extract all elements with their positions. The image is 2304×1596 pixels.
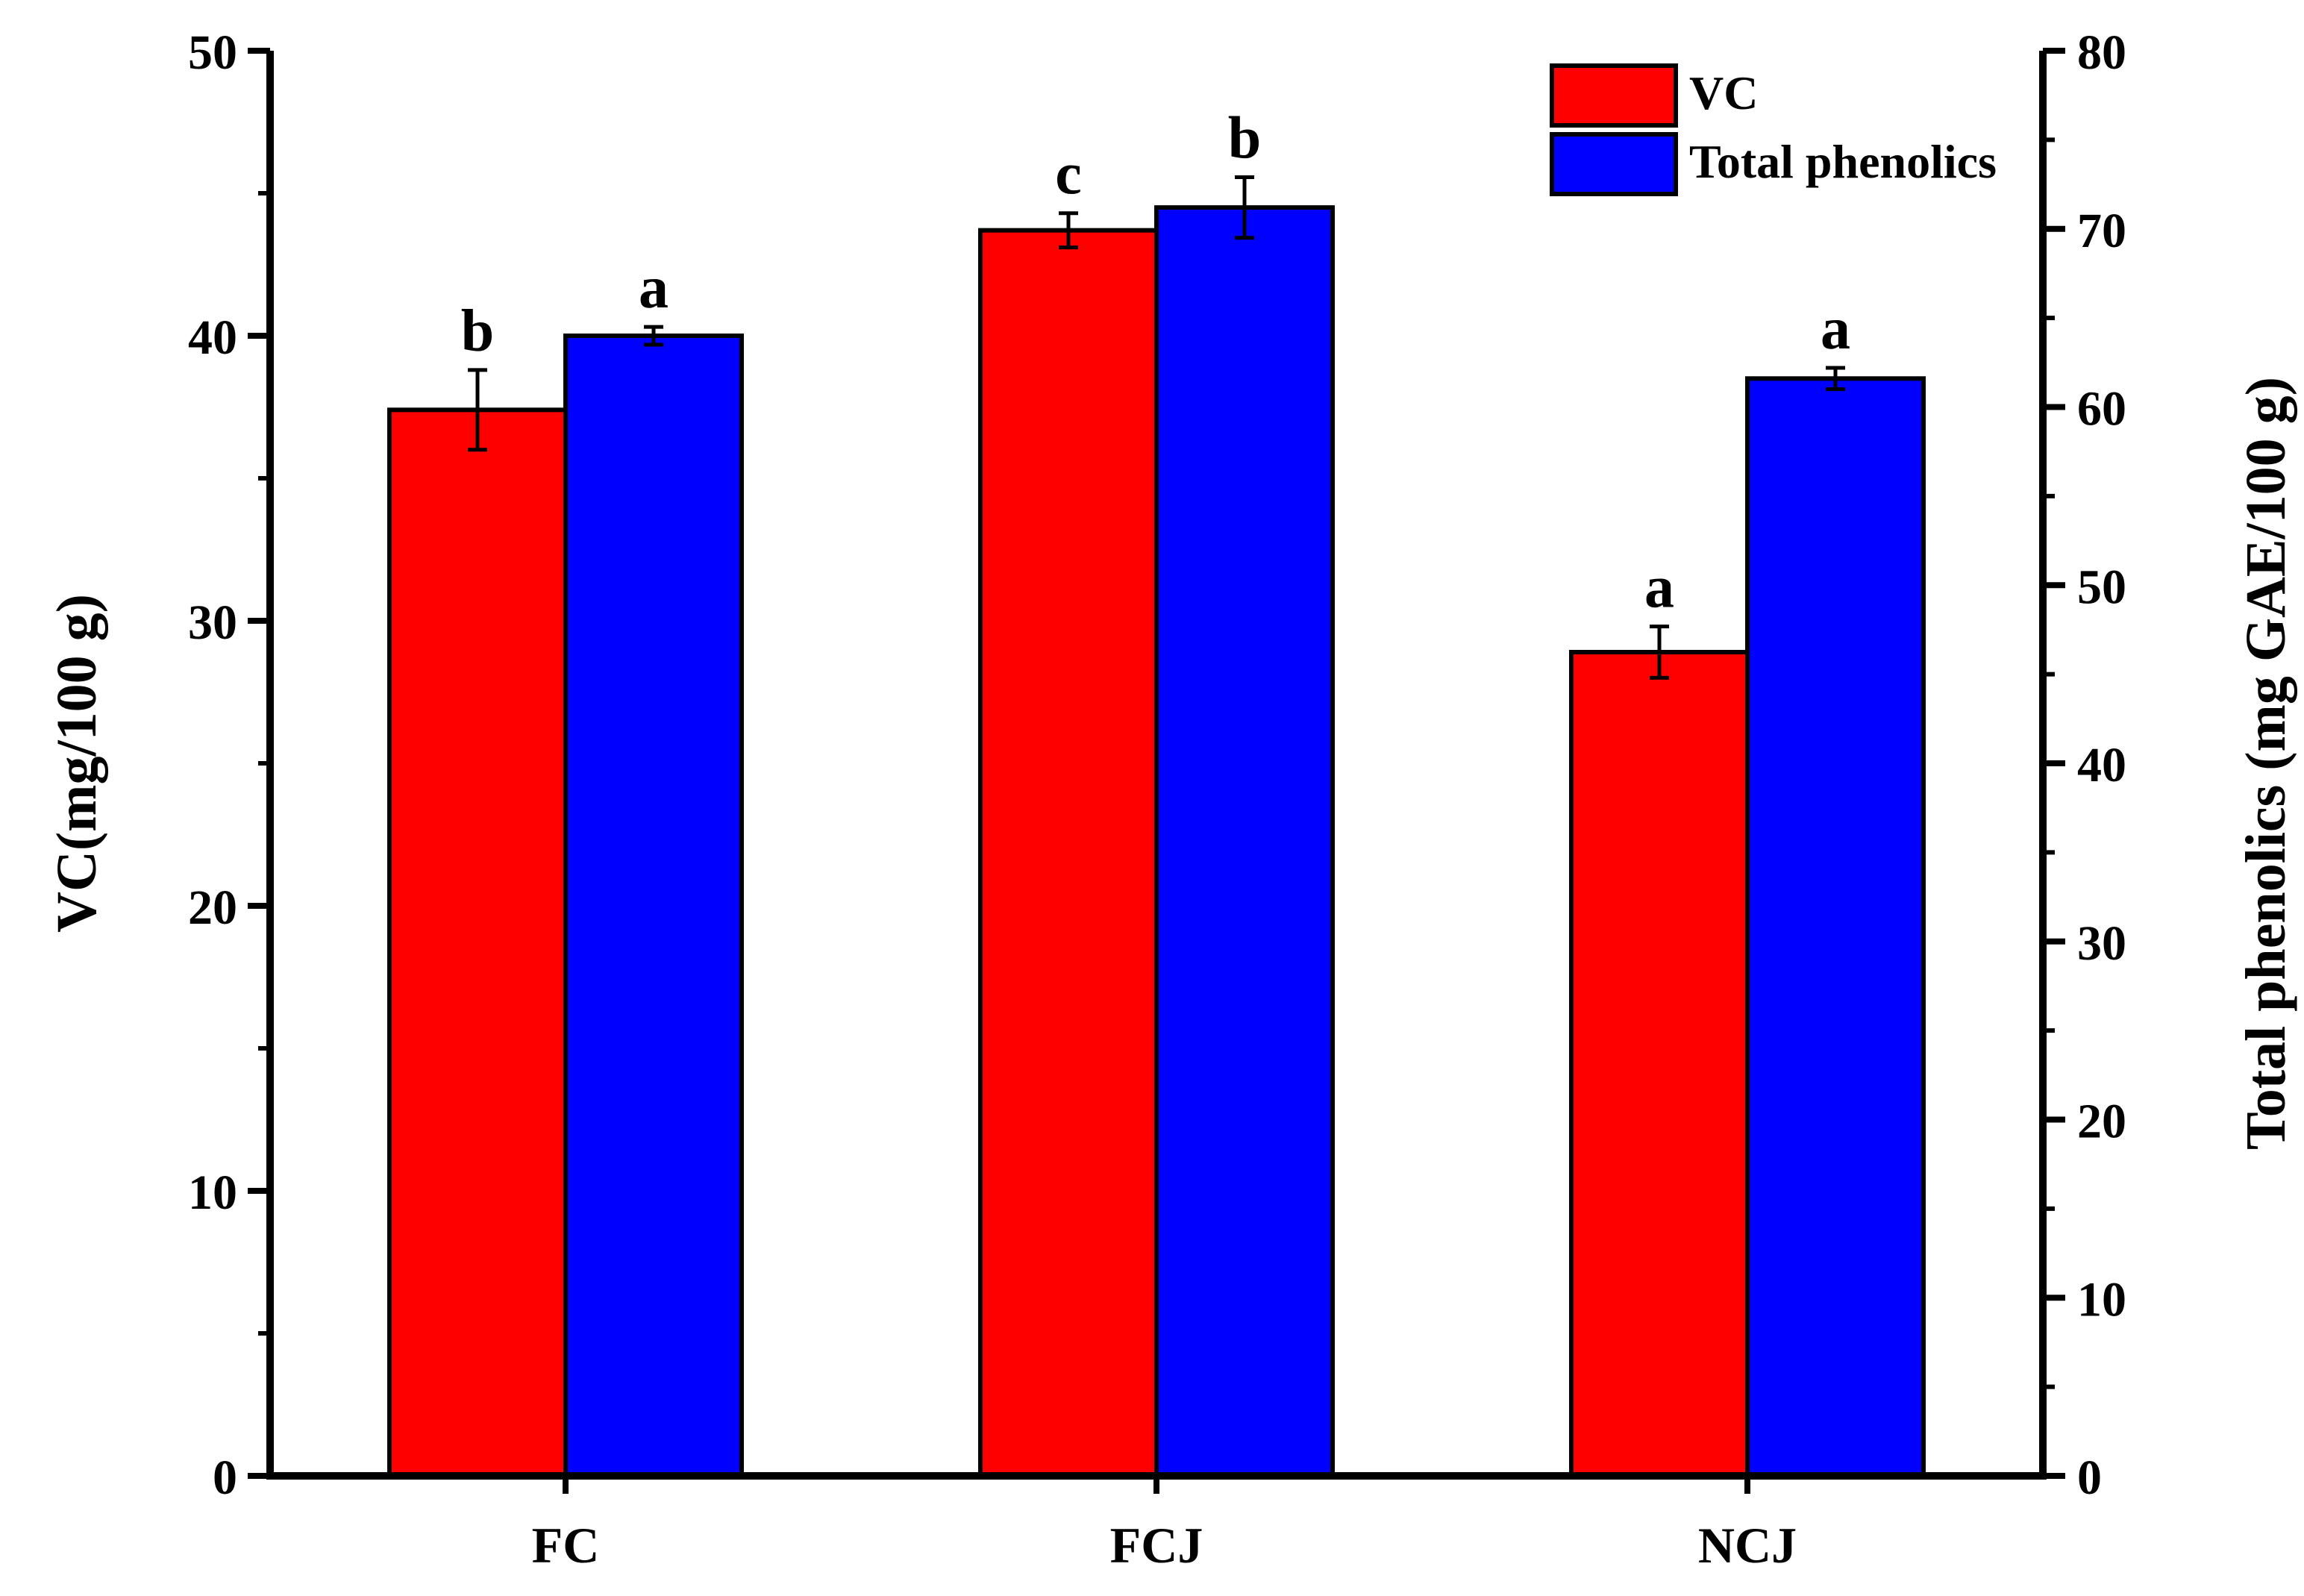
x-tick-label-fc: FC: [532, 1517, 600, 1574]
bar-vc-ncj: [1569, 650, 1750, 1478]
legend-swatch-vc: [1550, 63, 1678, 128]
y-tick-label: 40: [188, 310, 237, 365]
bar-total-phenolics-fc: [563, 334, 744, 1478]
plot-area: b a c b a a: [387, 106, 1926, 1479]
y-tick-label: 50: [188, 25, 237, 80]
legend: VC Total phenolics: [1550, 63, 1997, 196]
legend-label-vc: VC: [1689, 66, 1758, 119]
significance-letter-vc-fcj: c: [1055, 142, 1082, 207]
y2-tick-label: 20: [2077, 1095, 2126, 1149]
significance-letter-vc-fc: b: [461, 298, 495, 364]
x-tick-label-fcj: FCJ: [1110, 1517, 1203, 1574]
y2-tick-label: 70: [2077, 204, 2126, 258]
bar-total-phenolics-fcj: [1154, 205, 1335, 1479]
y-tick-label: 10: [188, 1165, 237, 1220]
y2-tick-label: 0: [2077, 1451, 2102, 1505]
significance-letter-total-phenolics-fcj: b: [1228, 106, 1262, 172]
y2-tick-label: 30: [2077, 916, 2126, 971]
significance-letter-total-phenolics-ncj: a: [1821, 296, 1850, 362]
significance-letter-vc-ncj: a: [1644, 555, 1674, 621]
significance-letter-total-phenolics-fc: a: [639, 255, 669, 321]
x-tick-label-ncj: NCJ: [1698, 1517, 1797, 1574]
legend-swatch-total-phenolics: [1550, 132, 1678, 196]
bar-vc-fc: [387, 407, 568, 1479]
y2-tick-label: 10: [2077, 1272, 2126, 1327]
y-tick-label: 0: [213, 1451, 237, 1505]
y2-tick-label: 80: [2077, 25, 2126, 80]
legend-label-total-phenolics: Total phenolics: [1689, 135, 1997, 188]
y2-tick-label: 40: [2077, 738, 2126, 792]
y2-tick-label: 60: [2077, 382, 2126, 436]
y-tick-label: 30: [188, 595, 237, 650]
bar-total-phenolics-ncj: [1745, 376, 1926, 1478]
y2-axis-title: Total phenolics (mg GAE/100 g): [2235, 377, 2297, 1150]
y-axis-title: VC(mg/100 g): [46, 594, 108, 933]
axes: FC FCJ NCJ 0 10 20 30 40 50 0 10 20 30 40 50 60 70 80: [188, 25, 2126, 1574]
y2-tick-label: 50: [2077, 560, 2126, 614]
bar-vc-fcj: [978, 228, 1159, 1478]
y-tick-label: 20: [188, 880, 237, 935]
